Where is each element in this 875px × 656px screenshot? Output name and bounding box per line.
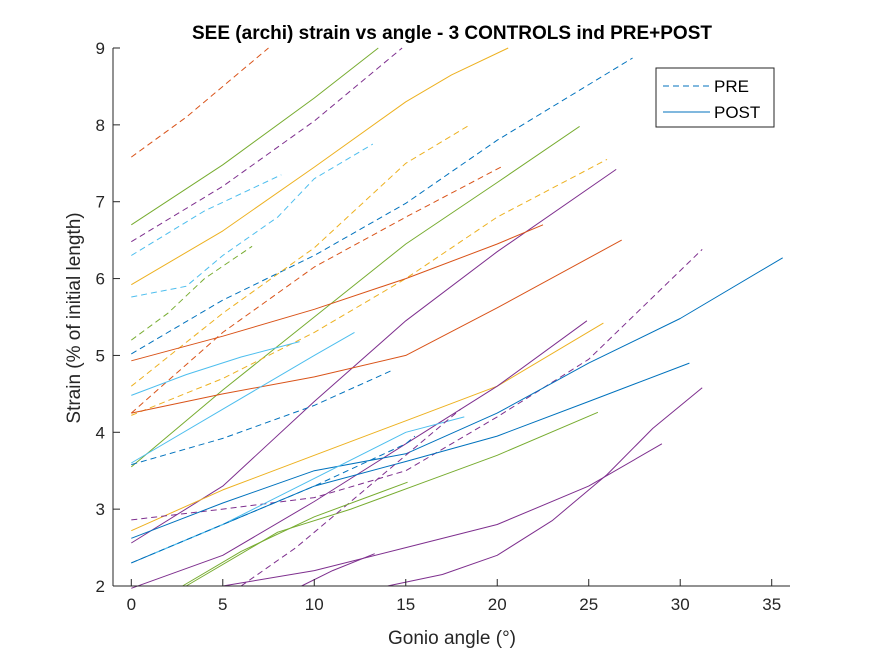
series-line-29 xyxy=(240,408,461,587)
y-tick-label: 2 xyxy=(96,577,105,596)
series-line-28 xyxy=(387,387,703,587)
y-tick-label: 7 xyxy=(96,193,105,212)
y-axis-label: Strain (% of initial length) xyxy=(64,212,85,423)
series-layer xyxy=(130,47,783,589)
axes-layer: 0 5 10 15 20 25 30 35 2 3 4 5 6 7 8 9 xyxy=(96,39,790,614)
series-line-2 xyxy=(131,47,379,226)
series-line-8 xyxy=(131,143,374,298)
y-tick-label: 6 xyxy=(96,270,105,289)
legend: PRE POST xyxy=(655,67,775,128)
series-line-4 xyxy=(131,174,282,256)
series-line-15 xyxy=(131,239,622,414)
series-line-9 xyxy=(130,125,580,468)
x-tick-label: 25 xyxy=(579,595,598,614)
chart-title: SEE (archi) strain vs angle - 3 CONTROLS… xyxy=(192,23,712,44)
y-tick-label: 4 xyxy=(96,423,105,442)
x-tick-label: 15 xyxy=(396,595,415,614)
series-line-26 xyxy=(131,435,416,564)
series-line-1 xyxy=(131,47,269,158)
x-tick-label: 5 xyxy=(218,595,227,614)
x-tick-label: 30 xyxy=(671,595,690,614)
y-tick-label: 8 xyxy=(96,116,105,135)
x-tick-label: 35 xyxy=(762,595,781,614)
series-line-21 xyxy=(131,249,703,521)
y-tick-label: 3 xyxy=(96,500,105,519)
series-line-14 xyxy=(131,245,253,341)
x-tick-label: 20 xyxy=(488,595,507,614)
series-line-31 xyxy=(182,481,408,587)
y-tick-label: 9 xyxy=(96,39,105,58)
series-line-22 xyxy=(131,257,783,539)
series-line-11 xyxy=(131,158,608,416)
series-line-13 xyxy=(131,224,544,362)
series-line-19 xyxy=(131,322,604,532)
series-line-16 xyxy=(131,341,300,396)
x-axis-label: Gonio angle (°) xyxy=(388,628,516,649)
series-line-12 xyxy=(131,168,617,544)
series-line-10 xyxy=(130,166,502,414)
series-line-5 xyxy=(131,47,509,286)
series-line-20 xyxy=(131,320,588,589)
legend-box xyxy=(655,67,775,128)
series-line-30 xyxy=(301,553,375,587)
series-line-6 xyxy=(131,57,633,355)
legend-post-label: POST xyxy=(714,103,760,122)
series-line-17 xyxy=(131,331,355,464)
legend-pre-label: PRE xyxy=(714,77,749,96)
x-tick-label: 0 xyxy=(127,595,136,614)
series-line-18 xyxy=(131,370,392,466)
series-line-27 xyxy=(222,443,663,587)
x-tick-label: 10 xyxy=(305,595,324,614)
series-line-3 xyxy=(131,47,403,243)
y-tick-label: 5 xyxy=(96,346,105,365)
